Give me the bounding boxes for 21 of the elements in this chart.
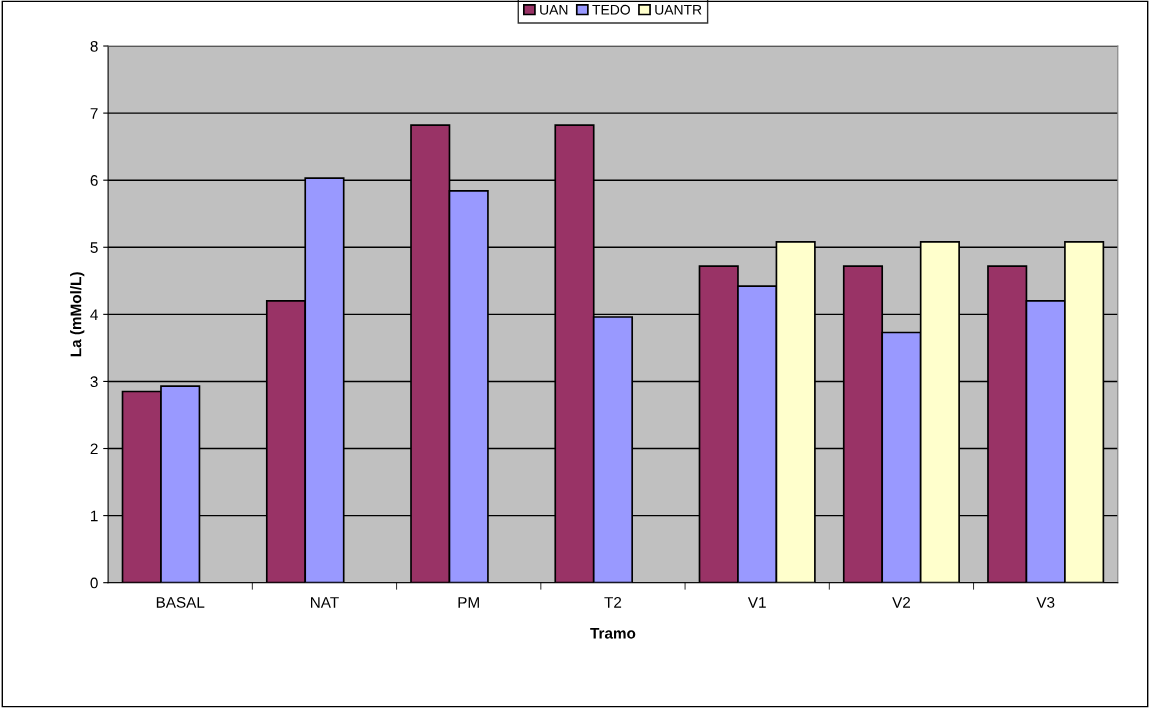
y-tick-label: 6 bbox=[90, 175, 98, 186]
x-tick-label: PM bbox=[458, 597, 479, 608]
x-tick-label: V1 bbox=[747, 597, 766, 608]
y-axis-title: La (mMol/L) bbox=[70, 272, 85, 357]
y-tick-label: 1 bbox=[91, 510, 98, 522]
y-tick-label: 4 bbox=[90, 309, 98, 320]
x-tick-label: BASAL bbox=[156, 596, 205, 608]
x-axis-title: Tramo bbox=[590, 628, 636, 639]
legend-label: TEDO bbox=[592, 4, 630, 15]
x-tick-label: T2 bbox=[604, 596, 622, 608]
x-tick-label: V3 bbox=[1036, 596, 1055, 608]
y-tick-label: 3 bbox=[90, 376, 98, 388]
legend-label: UANTR bbox=[655, 4, 702, 15]
y-tick-label: 7 bbox=[90, 108, 98, 119]
x-tick-label: NAT bbox=[311, 597, 339, 608]
x-tick-label: V2 bbox=[892, 596, 911, 608]
y-tick-label: 0 bbox=[90, 577, 98, 589]
y-tick-label: 5 bbox=[90, 242, 98, 253]
legend-label: UAN bbox=[540, 4, 568, 15]
y-tick-label: 8 bbox=[90, 40, 98, 52]
y-tick-label: 2 bbox=[90, 443, 98, 455]
